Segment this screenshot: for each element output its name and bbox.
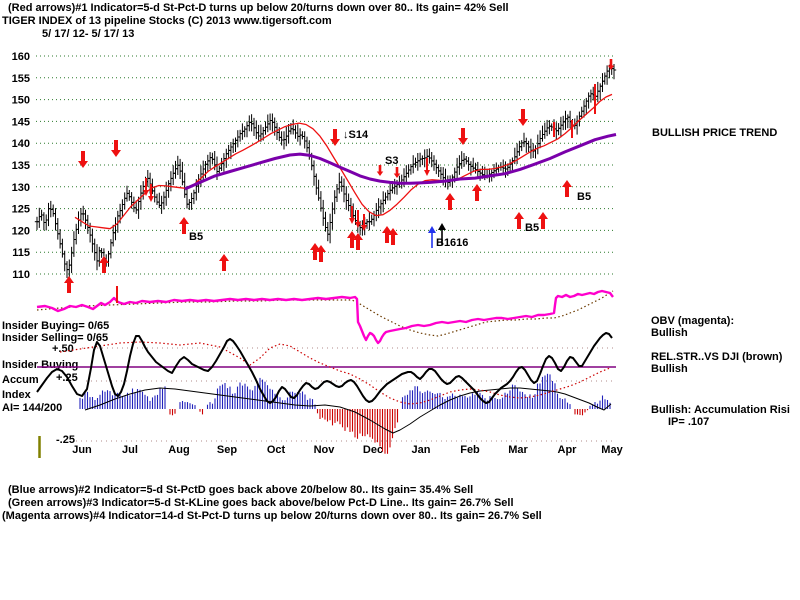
svg-text:140: 140: [12, 138, 30, 150]
svg-text:135: 135: [12, 160, 30, 172]
insider-buying-label: Insider Buying: [2, 359, 79, 371]
svg-text:150: 150: [12, 95, 30, 107]
obv-title: OBV (magenta):: [651, 315, 735, 327]
svg-text:Jan: Jan: [412, 444, 431, 456]
price-trend-status: BULLISH PRICE TREND: [652, 127, 778, 139]
ai-value: AI= 144/200: [2, 402, 63, 414]
svg-text:B5: B5: [577, 191, 591, 203]
svg-text:Jun: Jun: [72, 444, 92, 456]
svg-text:145: 145: [12, 116, 30, 128]
date-range: 5/ 17/ 12- 5/ 17/ 13: [42, 28, 135, 40]
svg-text:Sep: Sep: [217, 444, 237, 456]
svg-text:Apr: Apr: [558, 444, 578, 456]
svg-text:160: 160: [12, 51, 30, 63]
svg-text:Mar: Mar: [508, 444, 528, 456]
svg-text:Feb: Feb: [460, 444, 480, 456]
svg-text:↓S14: ↓S14: [343, 129, 369, 141]
index-label: Index: [2, 389, 31, 401]
svg-text:155: 155: [12, 73, 30, 85]
svg-text:B1616: B1616: [436, 237, 468, 249]
relstr-status: Bullish: [651, 363, 688, 375]
svg-text:S3: S3: [385, 155, 398, 167]
svg-text:Nov: Nov: [314, 444, 336, 456]
indicator2-legend: (Blue arrows)#2 Indicator=5-d St-PctD go…: [8, 484, 474, 496]
accum-label: Accum: [2, 374, 39, 386]
svg-text:B5: B5: [189, 231, 203, 243]
svg-text:May: May: [601, 444, 623, 456]
svg-text:Oct: Oct: [267, 444, 286, 456]
scale-plus25: +.25: [56, 372, 78, 384]
svg-text:110: 110: [12, 269, 30, 281]
svg-text:Aug: Aug: [168, 444, 189, 456]
svg-text:120: 120: [12, 225, 30, 237]
scale-plus50: +.50: [52, 343, 74, 355]
svg-text:Jul: Jul: [122, 444, 138, 456]
svg-text:125: 125: [12, 204, 30, 216]
svg-text:Dec: Dec: [363, 444, 383, 456]
obv-status: Bullish: [651, 327, 688, 339]
chart-title: TIGER INDEX of 13 pipeline Stocks (C) 20…: [2, 15, 332, 27]
scale-minus25: -.25: [56, 434, 75, 446]
accumulation-note: Bullish: Accumulation Risi: [651, 404, 790, 416]
indicator4-legend: (Magenta arrows)#4 Indicator=14-d St-Pct…: [2, 510, 542, 522]
relstr-title: REL.STR..VS DJI (brown): [651, 351, 783, 363]
svg-text:B5: B5: [525, 222, 539, 234]
ip-value: IP= .107: [668, 416, 710, 428]
indicator1-legend: (Red arrows)#1 Indicator=5-d St-Pct-D tu…: [8, 2, 509, 14]
svg-text:115: 115: [12, 247, 30, 259]
svg-text:130: 130: [12, 182, 30, 194]
indicator3-legend: (Green arrows)#3 Indicator=5-d St-KLine …: [8, 497, 514, 509]
insider-buying-count: Insider Buying= 0/65: [2, 320, 110, 332]
